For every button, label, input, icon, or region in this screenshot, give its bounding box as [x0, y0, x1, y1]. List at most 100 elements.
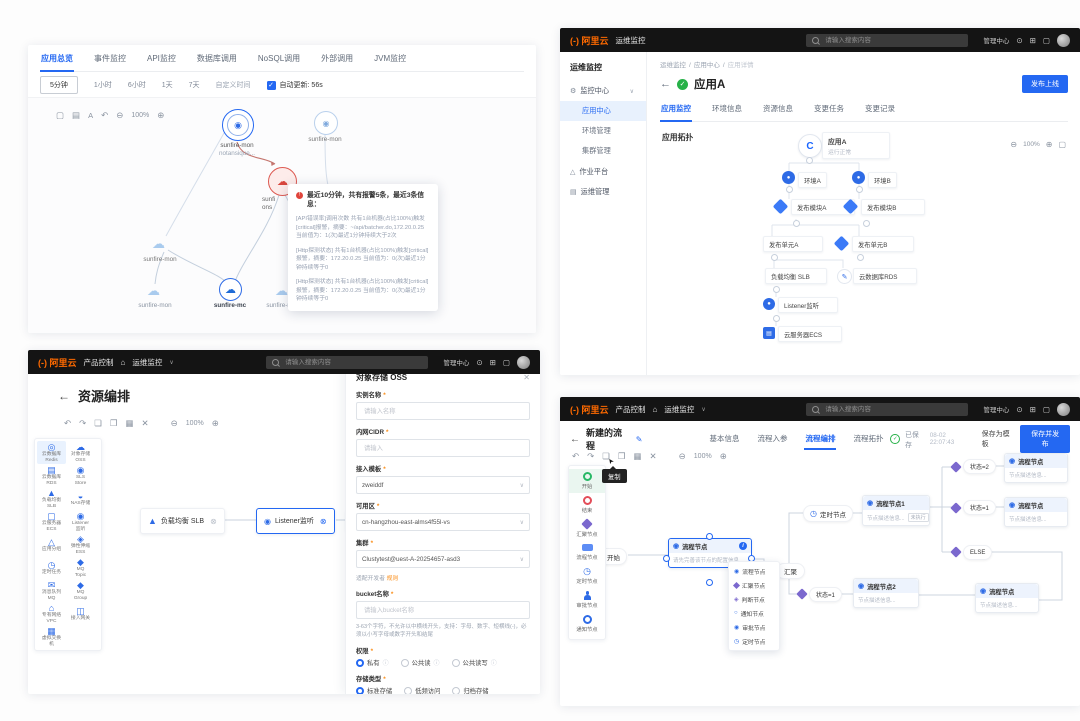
bottom-node-2[interactable]: ☁	[219, 278, 242, 301]
header-search[interactable]	[266, 355, 429, 369]
flow-node-2[interactable]: ◉ 流程节点 节点描述信息...	[1004, 453, 1068, 483]
auto-update-checkbox[interactable]: ✓ 自动更新: 56s	[266, 80, 323, 90]
avatar[interactable]	[1057, 33, 1070, 47]
back-arrow-icon[interactable]: ←	[58, 388, 70, 403]
copy-icon[interactable]: ❏	[94, 418, 102, 428]
search-input[interactable]	[823, 404, 963, 414]
undo-icon[interactable]: ↶	[64, 418, 72, 428]
zoom-in-icon[interactable]: ⊕	[719, 451, 727, 461]
tab-flow-topology[interactable]: 流程拓扑	[853, 434, 884, 443]
listener-card[interactable]: Listener监听	[778, 297, 838, 313]
header-search[interactable]	[806, 402, 969, 416]
docs-icon[interactable]: ▢	[1042, 35, 1050, 45]
module-card[interactable]: 发布模块B	[861, 199, 925, 215]
palette-approve[interactable]: 审批节点	[569, 588, 605, 612]
slb-node[interactable]: ▲ 负载均衡 SLB ⊗	[140, 508, 225, 534]
palette-item-mq[interactable]: ✉ 消息队列 MQ	[41, 580, 62, 601]
menu-item-judge[interactable]: ◈ 判断节点	[734, 596, 765, 604]
env-icon[interactable]: ●	[782, 171, 795, 184]
env-card[interactable]: 环境B	[868, 172, 897, 188]
redo-icon[interactable]: ↷	[587, 451, 595, 461]
tab-basic-info[interactable]: 基本信息	[709, 434, 740, 443]
time-1d[interactable]: 1天	[161, 82, 173, 89]
bucket-name-input[interactable]	[362, 605, 524, 615]
tab-env-info[interactable]: 环境信息	[712, 104, 742, 113]
apps-icon[interactable]: ⊞	[1029, 404, 1036, 414]
apps-icon[interactable]: ⊞	[489, 357, 496, 367]
palette-item-ecs[interactable]: ▢ 云服务器 ECS	[41, 511, 62, 532]
palette-item-appgroup[interactable]: △ 应用分组	[41, 536, 62, 552]
tree-connector[interactable]	[786, 186, 793, 193]
flow-node-3[interactable]: ◉ 流程节点 节点描述信息...	[1004, 497, 1068, 527]
avatar[interactable]	[517, 355, 530, 369]
template-select[interactable]: zweiddf ∨	[356, 476, 530, 494]
layers-icon[interactable]: ▤	[72, 110, 81, 120]
zoom-in-icon[interactable]: ⊕	[157, 110, 165, 120]
back-arrow-icon[interactable]: ←	[660, 78, 671, 90]
palette-start[interactable]: 开始	[569, 469, 605, 493]
paste-icon[interactable]: ❐	[109, 418, 118, 428]
palette-item-oss[interactable]: ☁ 对象存储 OSS	[70, 442, 91, 463]
cidr-input[interactable]	[362, 443, 524, 453]
palette-end[interactable]: 结束	[569, 493, 605, 517]
aliyun-logo[interactable]: (-) 阿里云	[570, 35, 609, 46]
delete-icon[interactable]: ✕	[141, 418, 149, 428]
listener-icon[interactable]: ●	[763, 298, 775, 310]
palette-item-ess[interactable]: ◈ 弹性伸缩 ESS	[70, 534, 91, 555]
radio-private[interactable]: 私有 ⓘ	[356, 658, 389, 667]
radio-public-read[interactable]: 公共读 ⓘ	[400, 658, 440, 667]
ecs-card[interactable]: 云服务器ECS	[778, 326, 842, 342]
tab-change-task[interactable]: 变更任务	[814, 104, 844, 113]
connector-dot[interactable]	[706, 533, 713, 540]
delete-icon[interactable]: ✕	[649, 451, 657, 461]
app-root-card[interactable]: 应用A 运行正常	[822, 132, 890, 159]
env-card[interactable]: 环境A	[798, 172, 827, 188]
palette-item-vswitch[interactable]: ▦ 虚拟交换机	[41, 626, 62, 647]
unit-card[interactable]: 发布单元A	[763, 236, 823, 252]
palette-item-sls[interactable]: ◉ SLS Store	[74, 465, 87, 486]
sidebar-item-env-mgmt[interactable]: 环境管理	[582, 126, 611, 135]
zoom-in-icon[interactable]: ⊕	[1045, 140, 1053, 149]
home-icon[interactable]: ⌂	[652, 404, 658, 414]
header-search[interactable]	[806, 33, 969, 47]
zone-select[interactable]: cn-hangzhou-east-alms4f55l-vs ∨	[356, 513, 530, 531]
tab-app-overview[interactable]: 应用总览	[40, 47, 74, 72]
docs-icon[interactable]: ▢	[502, 357, 510, 367]
help-icon[interactable]: ⊙	[476, 357, 483, 367]
aliyun-logo[interactable]: (-) 阿里云	[570, 404, 609, 415]
menu-item-flow[interactable]: ◉ 流程节点	[734, 568, 766, 576]
timer-node[interactable]: ◷ 定时节点	[803, 505, 853, 522]
info-badge-icon[interactable]: i	[739, 542, 747, 550]
note-link[interactable]: 规则	[386, 576, 399, 582]
search-input[interactable]	[283, 357, 423, 367]
palette-notify[interactable]: 通知节点	[569, 612, 605, 636]
layout-icon[interactable]: ▢	[56, 110, 65, 120]
tab-app-monitor[interactable]: 应用监控	[660, 97, 692, 122]
breadcrumb-item[interactable]: 应用中心	[693, 62, 720, 69]
tab-jvm-monitor[interactable]: JVM监控	[374, 54, 407, 63]
selected-flow-node[interactable]: ◉ 流程节点 i 请先完善该节点的配置信息	[668, 538, 752, 568]
remove-icon[interactable]: ⊗	[210, 516, 217, 526]
home-icon[interactable]: ⌂	[120, 357, 126, 367]
menu-item-timer[interactable]: ◷ 定时节点	[734, 638, 766, 646]
radio-public-rw[interactable]: 公共读写 ⓘ	[451, 658, 497, 667]
header-product[interactable]: 产品控制	[615, 404, 646, 414]
app-node-selected[interactable]: ◉	[222, 109, 254, 141]
bottom-node-3[interactable]: ☁	[275, 283, 288, 298]
palette-item-vpc[interactable]: ⌂ 专有网络 VPC	[41, 603, 62, 624]
radio-standard[interactable]: 标准存储	[356, 686, 392, 694]
help-icon[interactable]: ⊙	[1016, 35, 1023, 45]
save-publish-button[interactable]: 保存并发布	[1020, 425, 1070, 453]
app-root-icon[interactable]: C	[798, 134, 822, 158]
time-1h[interactable]: 1小时	[93, 82, 112, 89]
tab-nosql-calls[interactable]: NoSQL调用	[257, 54, 301, 63]
redo-icon[interactable]: ↷	[79, 418, 87, 428]
ecs-icon[interactable]: ▤	[763, 327, 775, 339]
topology-canvas[interactable]: ▢ ▤ A ↶ ⊖ 100% ⊕ ◉ sunfire-mon notansique…	[28, 97, 536, 333]
palette-timer[interactable]: ◷ 定时节点	[576, 566, 598, 586]
bottom-node-1[interactable]: ☁	[147, 283, 160, 298]
tab-flow-params[interactable]: 流程入参	[757, 434, 788, 443]
edit-pencil-icon[interactable]: ✎	[635, 434, 643, 444]
tree-connector[interactable]	[857, 254, 864, 261]
header-product[interactable]: 产品控制	[83, 357, 114, 367]
